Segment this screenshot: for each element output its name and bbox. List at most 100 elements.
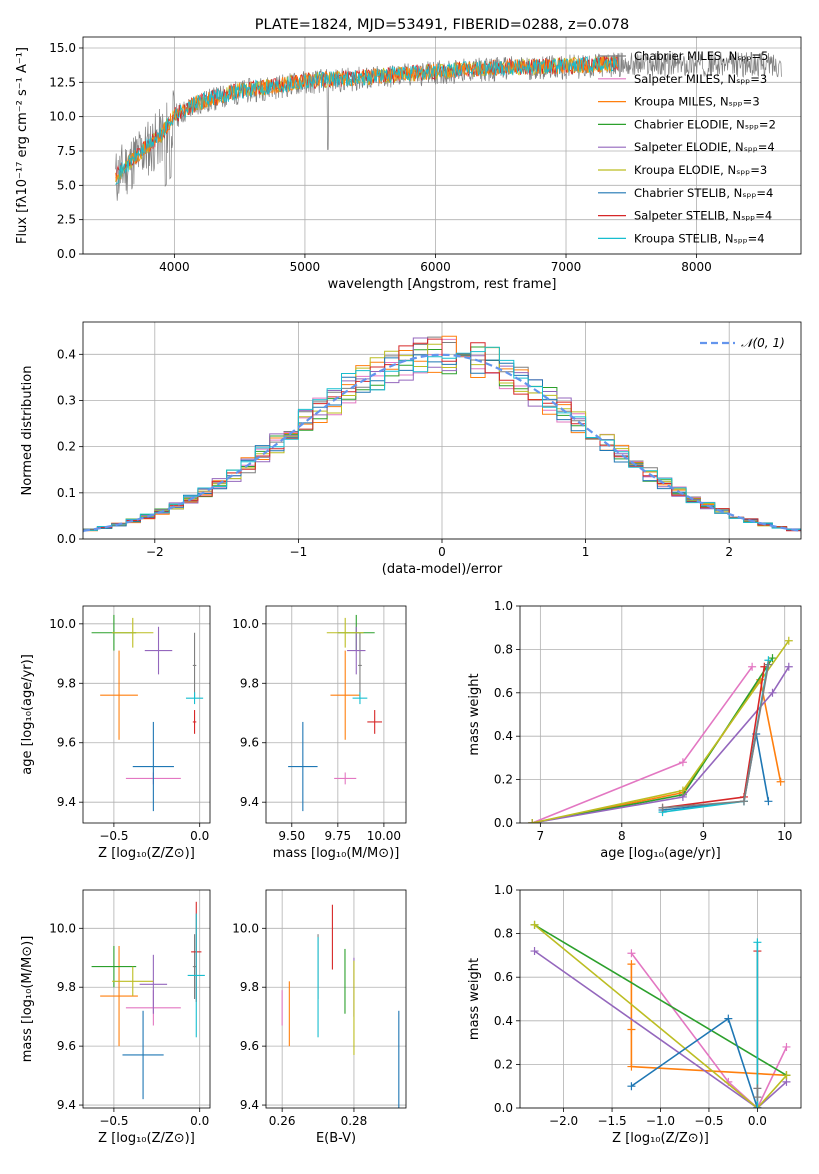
mass_vs_ebv-xlabel: E(B-V) xyxy=(316,1131,356,1146)
histogram-steps xyxy=(83,335,801,533)
weight-marker xyxy=(530,947,539,956)
legend-label: Kroupa MILES, Nₛₚₚ=3 xyxy=(634,95,760,109)
x-tick-label: −0.5 xyxy=(694,1114,723,1128)
y-tick-label: 0.1 xyxy=(57,486,76,500)
spectrum-xlabel: wavelength [Angstrom, rest frame] xyxy=(328,277,557,292)
spectrum-lines xyxy=(115,51,782,201)
histogram-series xyxy=(83,346,801,533)
x-tick-label: 10 xyxy=(777,829,792,843)
weight-line xyxy=(534,924,787,1076)
y-tick-label: 9.8 xyxy=(240,676,259,690)
mass_vs_ebv-points xyxy=(281,904,400,1108)
age_vs_Z-grid xyxy=(83,606,210,823)
x-tick-label: 7000 xyxy=(551,260,582,274)
legend-label: Chabrier STELIB, Nₛₚₚ=4 xyxy=(634,186,773,200)
x-tick-label: 8000 xyxy=(681,260,712,274)
y-tick-label: 1.0 xyxy=(494,599,513,613)
weight-marker xyxy=(784,636,793,645)
model-spectrum-line xyxy=(115,56,619,185)
y-tick-label: 10.0 xyxy=(49,110,76,124)
weight_vs_age-xlabel: age [log₁₀(age/yr)] xyxy=(600,846,721,861)
age_vs_mass-points xyxy=(288,614,383,812)
x-tick-label: 0.0 xyxy=(190,829,209,843)
legend-label: Chabrier MILES, Nₛₚₚ=5 xyxy=(634,49,768,63)
residual-legend: 𝒩(0, 1) xyxy=(700,336,785,350)
age_vs_Z-points xyxy=(91,614,204,812)
y-tick-label: 0.2 xyxy=(494,773,513,787)
weight-line xyxy=(532,666,790,823)
weight-marker xyxy=(753,1104,762,1108)
legend-label: Salpeter STELIB, Nₛₚₚ=4 xyxy=(634,209,772,223)
weight_vs_age-ylabel: mass weight xyxy=(467,673,482,755)
weight_vs_Z-xlabel: Z [log₁₀(Z/Z⊙)] xyxy=(612,1131,709,1146)
y-tick-label: 9.8 xyxy=(57,676,76,690)
y-tick-label: 0.6 xyxy=(494,686,513,700)
weight-marker xyxy=(724,1014,733,1023)
weight-marker xyxy=(627,1025,636,1034)
spectrum-title: PLATE=1824, MJD=53491, FIBERID=0288, z=0… xyxy=(255,17,629,33)
x-tick-label: 5000 xyxy=(290,260,321,274)
y-tick-label: 0.4 xyxy=(494,1014,513,1028)
weight-marker xyxy=(678,786,687,795)
weight-line xyxy=(662,666,766,809)
spectrum-ylabel: Flux [fλ10⁻¹⁷ erg cm⁻² s⁻¹ A⁻¹] xyxy=(15,47,30,244)
y-tick-label: 9.4 xyxy=(240,795,259,809)
y-tick-label: 10.0 xyxy=(49,921,76,935)
weight-marker xyxy=(678,758,687,767)
legend-label: Kroupa STELIB, Nₛₚₚ=4 xyxy=(634,231,765,245)
legend-label: Salpeter MILES, Nₛₚₚ=3 xyxy=(634,72,767,86)
weight-line xyxy=(533,924,788,1108)
mass_vs_Z-frame xyxy=(82,889,211,1109)
weight-marker xyxy=(748,662,757,671)
weight-marker xyxy=(627,1062,636,1071)
age_vs_Z-frame xyxy=(82,605,211,824)
age_vs_mass-grid xyxy=(266,606,406,823)
y-tick-label: 0.2 xyxy=(494,1057,513,1071)
y-tick-label: 9.4 xyxy=(57,1098,76,1112)
weight_vs_age-series xyxy=(528,636,793,823)
residual_hist-frame xyxy=(82,321,802,540)
x-tick-label: −2 xyxy=(146,545,164,559)
weight-marker xyxy=(768,688,777,697)
weight-marker xyxy=(782,1071,791,1080)
y-tick-label: 0.0 xyxy=(494,816,513,830)
y-tick-label: 10.0 xyxy=(49,617,76,631)
x-tick-label: 8 xyxy=(618,829,626,843)
y-tick-label: 0.3 xyxy=(57,393,76,407)
x-tick-label: 0.28 xyxy=(341,1114,368,1128)
x-tick-label: 0.0 xyxy=(748,1114,767,1128)
weight-marker xyxy=(627,960,636,969)
x-tick-label: −0.5 xyxy=(99,1114,128,1128)
age_vs_mass-xlabel: mass [log₁₀(M/M⊙)] xyxy=(273,846,400,861)
y-tick-label: 9.6 xyxy=(240,736,259,750)
x-tick-label: 9.75 xyxy=(324,829,351,843)
weight-marker xyxy=(753,1093,762,1102)
age_vs_mass-frame xyxy=(265,605,407,824)
weight-marker xyxy=(784,662,793,671)
y-tick-label: 0.0 xyxy=(57,247,76,261)
x-tick-label: 6000 xyxy=(420,260,451,274)
y-tick-label: 0.4 xyxy=(57,347,76,361)
normal-curve xyxy=(83,353,801,532)
weight-marker xyxy=(782,1042,791,1051)
y-tick-label: 12.5 xyxy=(49,75,76,89)
x-tick-label: −1 xyxy=(290,545,308,559)
x-tick-label: 1 xyxy=(582,545,590,559)
weight-marker xyxy=(658,803,667,812)
legend-label: Kroupa ELODIE, Nₛₚₚ=3 xyxy=(634,163,767,177)
y-tick-label: 9.6 xyxy=(57,1039,76,1053)
y-tick-label: 0.2 xyxy=(57,440,76,454)
x-tick-label: −2.0 xyxy=(549,1114,578,1128)
y-tick-label: 10.0 xyxy=(232,617,259,631)
weight-marker xyxy=(739,797,748,806)
residual_hist-ylabel: Normed distribution xyxy=(20,366,35,496)
weight_vs_age-axes: 7 8 9 10 0.0 0.2 0.4 0.6 0.8 1.0 xyxy=(494,599,801,843)
y-tick-label: 0.8 xyxy=(494,642,513,656)
y-tick-label: 9.4 xyxy=(240,1098,259,1112)
x-tick-label: 7 xyxy=(537,829,545,843)
mass_vs_Z-ylabel: mass [log₁₀(M/M⊙)] xyxy=(20,936,35,1063)
x-tick-label: 2 xyxy=(725,545,733,559)
y-tick-label: 5.0 xyxy=(57,178,76,192)
y-tick-label: 0.0 xyxy=(494,1101,513,1115)
